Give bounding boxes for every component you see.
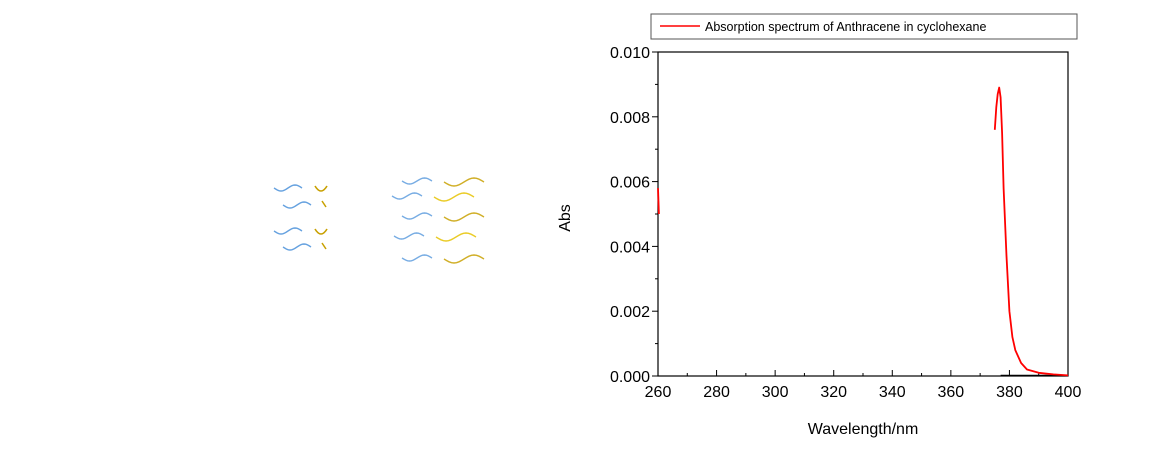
y-tick-label: 0.006	[610, 175, 650, 192]
y-axis-label: Abs	[557, 204, 574, 232]
dash-mark	[321, 242, 327, 250]
wave-mark	[401, 212, 433, 220]
vee-mark	[314, 228, 328, 235]
x-axis: 260 280 300 320 340 360 380 400	[645, 370, 1082, 401]
x-axis-label: Wavelength/nm	[808, 421, 919, 438]
x-tick-label: 340	[879, 384, 906, 401]
x-tick-label: 380	[996, 384, 1023, 401]
legend: Absorption spectrum of Anthracene in cyc…	[650, 13, 1078, 40]
wave-mark	[435, 232, 477, 242]
decorative-waves	[273, 177, 485, 264]
wave-mark	[282, 201, 312, 209]
y-tick-label: 0.008	[610, 110, 650, 127]
x-tick-label: 400	[1055, 384, 1082, 401]
wave-mark	[273, 227, 303, 235]
wave-mark	[393, 232, 425, 240]
y-tick-label: 0.010	[610, 45, 650, 62]
plot-frame	[657, 51, 1069, 377]
wave-mark	[391, 192, 423, 200]
wave-mark	[401, 254, 433, 262]
wave-mark	[273, 184, 303, 192]
dash-mark	[321, 200, 327, 208]
vee-mark	[314, 185, 328, 192]
y-tick-label: 0.002	[610, 304, 650, 321]
x-tick-label: 260	[645, 384, 672, 401]
y-tick-label: 0.004	[610, 239, 650, 256]
x-tick-label: 360	[938, 384, 965, 401]
series-line	[993, 86, 1069, 377]
wave-mark	[401, 177, 433, 185]
wave-mark	[443, 254, 485, 264]
series-layer	[657, 86, 1069, 377]
wave-mark	[433, 192, 475, 202]
x-tick-label: 300	[762, 384, 789, 401]
y-tick-label: 0.000	[610, 369, 650, 386]
series-line-edge	[657, 188, 660, 215]
x-tick-label: 320	[820, 384, 847, 401]
x-tick-label: 280	[703, 384, 730, 401]
y-axis: 0.000 0.002 0.004 0.006 0.008 0.010	[610, 45, 658, 386]
wave-mark	[443, 177, 485, 187]
legend-box	[650, 13, 1078, 40]
wave-mark	[282, 243, 312, 251]
wave-mark	[443, 212, 485, 222]
legend-label: Absorption spectrum of Anthracene in cyc…	[705, 20, 986, 34]
